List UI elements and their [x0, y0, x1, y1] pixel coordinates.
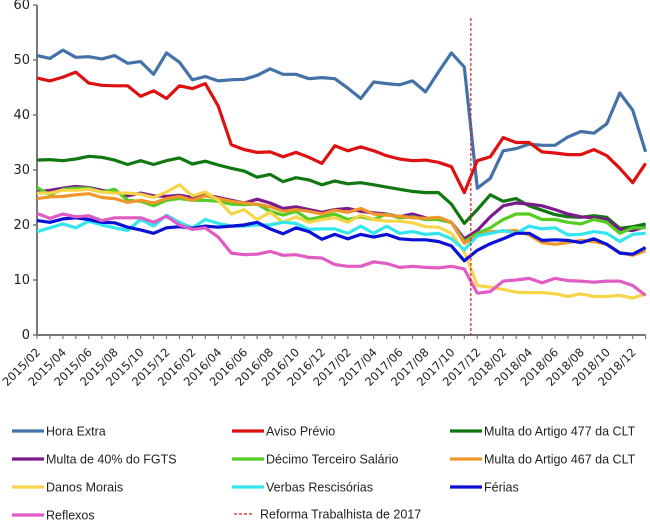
legend-label: Reflexos	[46, 509, 95, 522]
legend-label: Hora Extra	[46, 425, 106, 439]
legend: Hora Extra Aviso Prévio Multa do Artigo 47…	[12, 425, 636, 523]
legend-item: Danos Morais	[12, 481, 123, 495]
series-line-multa-do-artigo-467-da-clt	[36, 192, 647, 257]
legend-label: Reforma Trabalhista de 2017	[260, 508, 421, 522]
y-tick-label: 30	[13, 163, 30, 178]
x-axis: 2015/022015/042015/062015/082015/102015/…	[0, 334, 647, 389]
y-tick-label: 50	[13, 53, 30, 68]
legend-item: Multa de 40% do FGTS	[12, 453, 177, 467]
legend-label: Verbas Rescisórias	[266, 481, 373, 495]
y-axis: 0 10 20 30 40 50 60	[13, 0, 38, 343]
legend-label: Multa de 40% do FGTS	[46, 453, 177, 467]
legend-item: Aviso Prévio	[232, 425, 335, 439]
legend-label: Aviso Prévio	[266, 425, 335, 439]
legend-label: Multa do Artigo 467 da CLT	[484, 453, 636, 467]
y-tick-label: 20	[13, 218, 30, 233]
legend-item: Décimo Terceiro Salário	[232, 453, 399, 467]
legend-item: Reflexos	[12, 509, 95, 523]
legend-item-reform: Reforma Trabalhista de 2017	[234, 508, 421, 522]
legend-item: Multa do Artigo 467 da CLT	[450, 453, 636, 467]
series-line-multa-do-artigo-477-da-clt	[36, 154, 646, 230]
series-line-aviso-pr-vio	[36, 70, 647, 195]
series-lines	[36, 48, 648, 300]
legend-item: Hora Extra	[12, 425, 106, 439]
y-tick-label: 10	[13, 273, 30, 288]
series-line-danos-morais	[37, 183, 647, 300]
legend-item: Multa do Artigo 477 da CLT	[450, 425, 636, 439]
legend-label: Férias	[484, 481, 519, 495]
y-tick-label: 40	[13, 108, 30, 123]
series-line-hora-extra	[36, 48, 648, 190]
legend-label: Danos Morais	[46, 481, 123, 495]
legend-label: Décimo Terceiro Salário	[266, 453, 399, 467]
legend-item: Férias	[450, 481, 519, 495]
legend-label: Multa do Artigo 477 da CLT	[484, 425, 636, 439]
series-line-reflexos	[36, 211, 647, 297]
y-tick-label: 0	[22, 328, 30, 343]
legend-item: Verbas Rescisórias	[232, 481, 373, 495]
y-tick-label: 60	[13, 0, 30, 13]
series-line-f-rias	[36, 216, 647, 263]
series-line-verbas-rescis-rias	[36, 213, 646, 252]
